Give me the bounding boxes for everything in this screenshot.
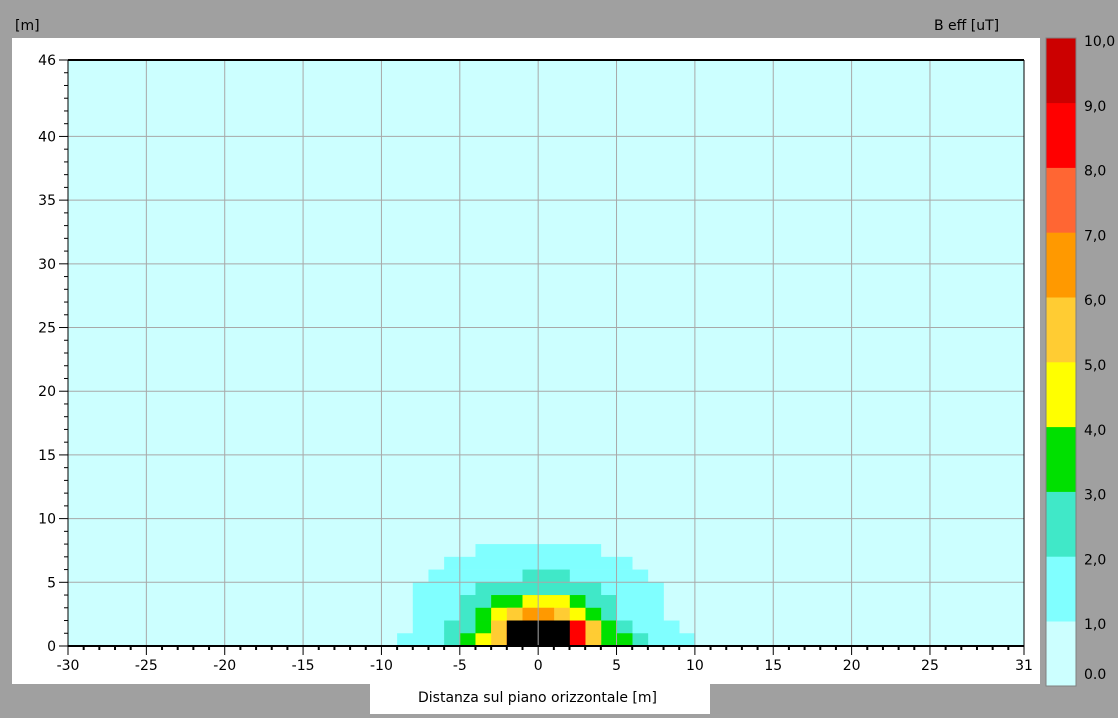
colorbar-band (1046, 426, 1076, 492)
colorbar-tick-label: 9,0 (1084, 99, 1106, 115)
x-tick-label: 25 (921, 658, 939, 674)
y-tick-label: 5 (47, 575, 56, 591)
colorbar-band (1046, 38, 1076, 104)
heatmap-cell (522, 569, 570, 583)
colorbar-tick-label: 8,0 (1084, 164, 1106, 180)
y-tick-label: 40 (38, 129, 56, 145)
y-tick-label: 15 (38, 448, 56, 464)
x-tick-label: 15 (764, 658, 782, 674)
colorbar-tick-label: 7,0 (1084, 228, 1106, 244)
colorbar-tick-label: 10,0 (1084, 34, 1115, 50)
colorbar-band (1046, 621, 1076, 687)
colorbar-tick-label: 5,0 (1084, 358, 1106, 374)
x-tick-label: -30 (57, 658, 80, 674)
y-tick-label: 35 (38, 193, 56, 209)
colorbar-tick-label: 6,0 (1084, 293, 1106, 309)
colorbar-band (1046, 167, 1076, 233)
y-tick-label: 46 (38, 53, 56, 69)
y-unit-label: [m] (15, 18, 40, 34)
colorbar-tick-label: 0.0 (1084, 667, 1106, 683)
y-tick-label: 20 (38, 384, 56, 400)
x-tick-label: -10 (370, 658, 393, 674)
colorbar-border (1045, 37, 1077, 687)
colorbar-tick-label: 2,0 (1084, 552, 1106, 568)
x-tick-label: -20 (213, 658, 236, 674)
x-tick-label: 0 (534, 658, 543, 674)
x-tick-label: 31 (1015, 658, 1033, 674)
colorbar-band (1046, 297, 1076, 363)
x-tick-label: 10 (686, 658, 704, 674)
colorbar-band (1046, 556, 1076, 622)
x-tick-label: -15 (292, 658, 315, 674)
x-tick-label: -25 (135, 658, 158, 674)
colorbar-tick-label: 4,0 (1084, 423, 1106, 439)
colorbar: 10,0 9,0 8,0 7,0 6,0 5,0 4,0 3,0 2,0 1,0 0.0 (1045, 34, 1115, 687)
colorbar-band (1046, 102, 1076, 168)
colorbar-unit-label: B eff [uT] (934, 18, 1000, 34)
y-tick-label: 10 (38, 512, 56, 528)
colorbar-tick-label: 3,0 (1084, 488, 1106, 504)
x-tick-label: 5 (612, 658, 621, 674)
colorbar-tick-label: 1,0 (1084, 617, 1106, 633)
x-title-panel (370, 684, 710, 714)
x-tick-label: -5 (453, 658, 467, 674)
heatmap-cell (522, 595, 570, 609)
y-tick-label: 25 (38, 321, 56, 337)
y-tick-label: 30 (38, 257, 56, 273)
x-tick-label: 20 (843, 658, 861, 674)
x-axis-title: Distanza sul piano orizzontale [m] (418, 690, 657, 706)
colorbar-band (1046, 491, 1076, 557)
y-tick-label: 0 (47, 639, 56, 655)
colorbar-band (1046, 362, 1076, 428)
colorbar-band (1046, 232, 1076, 298)
